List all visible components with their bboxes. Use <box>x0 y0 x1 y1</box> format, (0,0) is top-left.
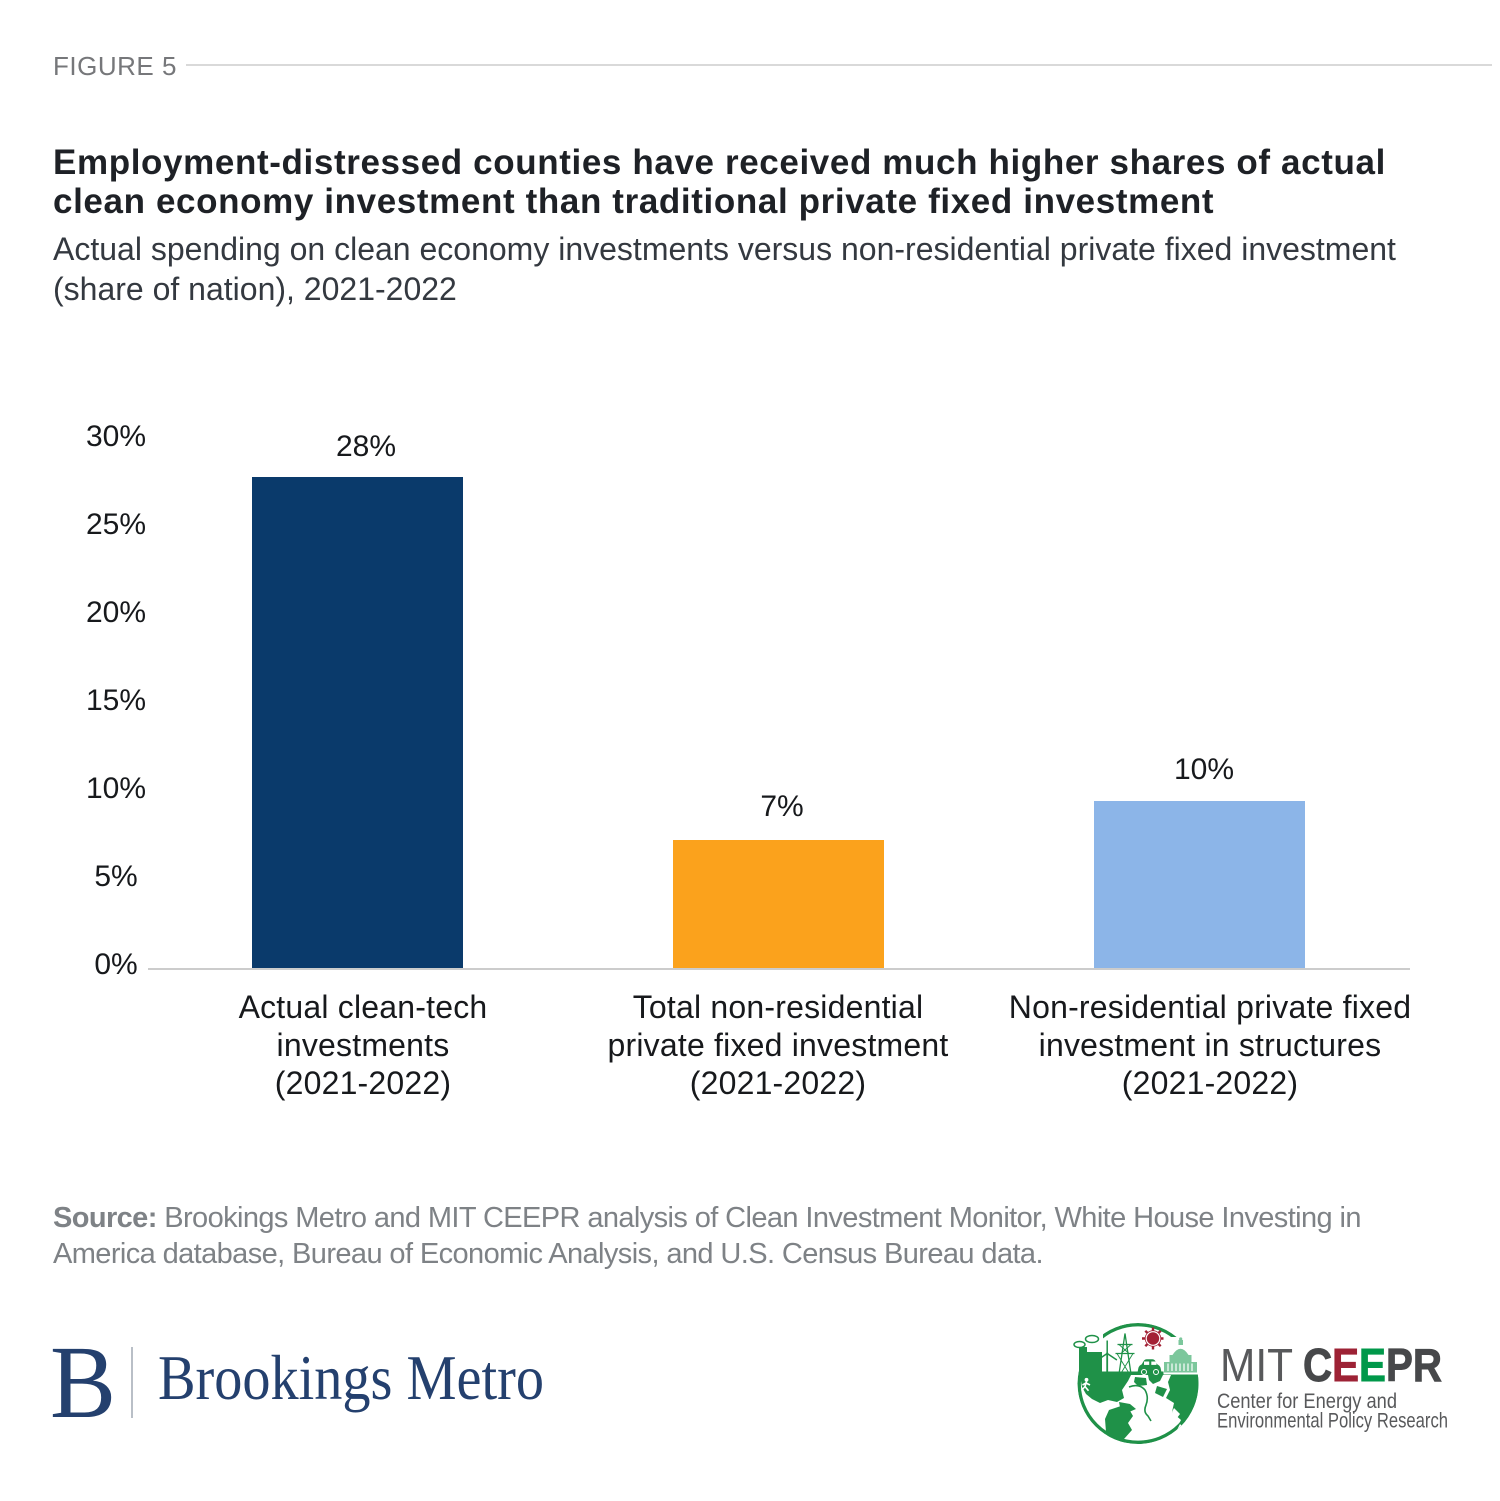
svg-text:B: B <box>50 1325 116 1440</box>
svg-text:Environmental Policy Research: Environmental Policy Research <box>1217 1410 1448 1433</box>
svg-text:Brookings Metro: Brookings Metro <box>158 1342 544 1413</box>
svg-text:MIT: MIT <box>1220 1339 1293 1391</box>
svg-text:CEEPR: CEEPR <box>1303 1339 1442 1391</box>
svg-text:Center for Energy and: Center for Energy and <box>1217 1390 1397 1413</box>
